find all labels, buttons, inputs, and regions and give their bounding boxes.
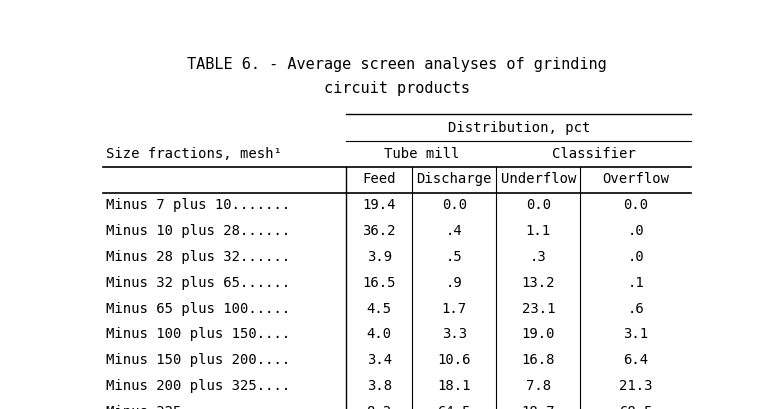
Text: Discharge: Discharge [416,173,492,187]
Text: Size fractions, mesh¹: Size fractions, mesh¹ [106,147,282,161]
Text: 3.4: 3.4 [367,353,391,367]
Text: 1.7: 1.7 [442,301,467,316]
Text: 0.0: 0.0 [623,198,649,212]
Text: Classifier: Classifier [552,147,636,161]
Text: 4.5: 4.5 [367,301,391,316]
Text: .3: .3 [530,250,546,264]
Text: 19.0: 19.0 [522,328,555,342]
Text: .9: .9 [446,276,463,290]
Text: Minus 65 plus 100.....: Minus 65 plus 100..... [106,301,290,316]
Text: 23.1: 23.1 [522,301,555,316]
Text: 7.8: 7.8 [525,379,551,393]
Text: 6.4: 6.4 [623,353,649,367]
Text: .0: .0 [628,250,644,264]
Text: Underflow: Underflow [501,173,576,187]
Text: 1.1: 1.1 [525,224,551,238]
Text: 3.8: 3.8 [367,379,391,393]
Text: 0.0: 0.0 [525,198,551,212]
Text: 64.5: 64.5 [438,405,471,409]
Text: TABLE 6. - Average screen analyses of grinding: TABLE 6. - Average screen analyses of gr… [188,57,607,72]
Text: Minus 7 plus 10.......: Minus 7 plus 10....... [106,198,290,212]
Text: 18.1: 18.1 [438,379,471,393]
Text: 4.0: 4.0 [367,328,391,342]
Text: 18.7: 18.7 [522,405,555,409]
Text: .6: .6 [628,301,644,316]
Text: 3.3: 3.3 [442,328,467,342]
Text: .1: .1 [628,276,644,290]
Text: 68.5: 68.5 [619,405,653,409]
Text: Minus 32 plus 65......: Minus 32 plus 65...... [106,276,290,290]
Text: Overflow: Overflow [602,173,670,187]
Text: Minus 200 plus 325....: Minus 200 plus 325.... [106,379,290,393]
Text: Minus 100 plus 150....: Minus 100 plus 150.... [106,328,290,342]
Text: .5: .5 [446,250,463,264]
Text: 3.1: 3.1 [623,328,649,342]
Text: 21.3: 21.3 [619,379,653,393]
Text: Distribution, pct: Distribution, pct [448,121,590,135]
Text: 36.2: 36.2 [363,224,396,238]
Text: Tube mill: Tube mill [384,147,459,161]
Text: 3.9: 3.9 [367,250,391,264]
Text: 19.4: 19.4 [363,198,396,212]
Text: Feed: Feed [363,173,396,187]
Text: 13.2: 13.2 [522,276,555,290]
Text: 16.8: 16.8 [522,353,555,367]
Text: .0: .0 [628,224,644,238]
Text: .4: .4 [446,224,463,238]
Text: Minus 28 plus 32......: Minus 28 plus 32...... [106,250,290,264]
Text: Minus 325...........: Minus 325........... [106,405,274,409]
Text: 10.6: 10.6 [438,353,471,367]
Text: Minus 150 plus 200....: Minus 150 plus 200.... [106,353,290,367]
Text: 16.5: 16.5 [363,276,396,290]
Text: circuit products: circuit products [324,81,470,96]
Text: 8.3: 8.3 [367,405,391,409]
Text: 0.0: 0.0 [442,198,467,212]
Text: Minus 10 plus 28......: Minus 10 plus 28...... [106,224,290,238]
